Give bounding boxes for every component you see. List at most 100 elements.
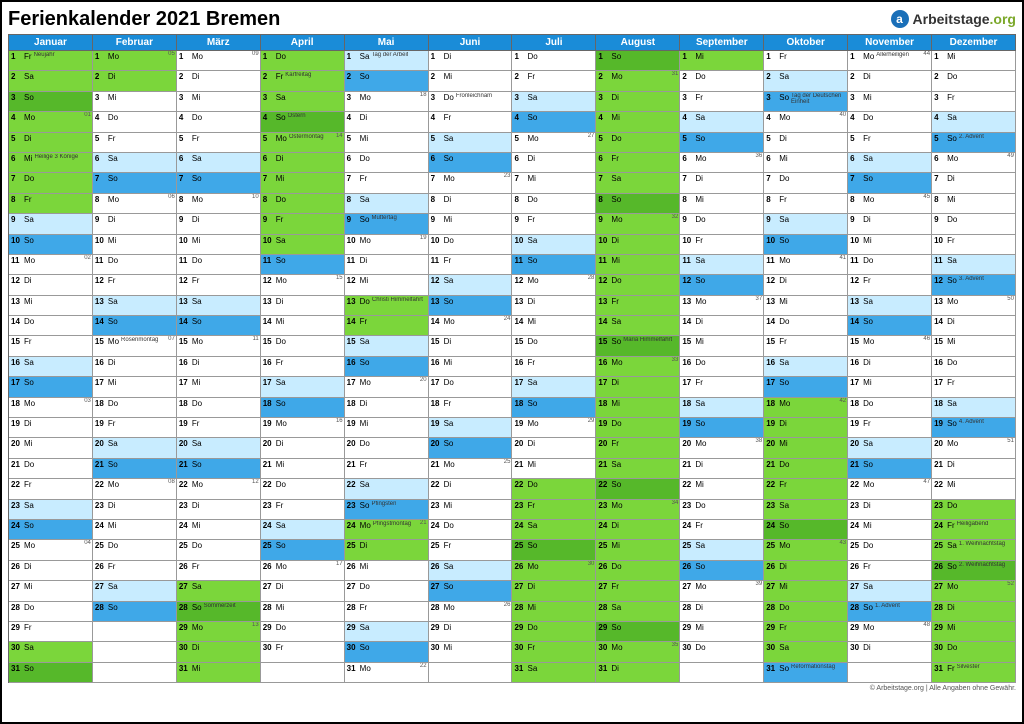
day-weekday: Fr xyxy=(527,215,535,224)
day-cell: 2Do xyxy=(680,71,764,91)
day-cell: 14So xyxy=(93,316,177,336)
day-number: 25 xyxy=(347,541,359,550)
week-number: 15 xyxy=(336,275,343,281)
day-weekday: Mo xyxy=(360,236,371,245)
day-cell: 9Do xyxy=(932,214,1016,234)
day-weekday: Sa xyxy=(192,154,202,163)
day-cell xyxy=(680,663,764,683)
day-note: Sommerzeit xyxy=(204,603,236,609)
day-weekday: Do xyxy=(24,603,34,612)
day-number: 23 xyxy=(95,501,107,510)
day-number: 18 xyxy=(682,399,694,408)
day-weekday: Mo xyxy=(360,93,371,102)
day-cell: 18Do xyxy=(93,398,177,418)
day-number: 25 xyxy=(431,541,443,550)
day-weekday: Mo xyxy=(527,276,538,285)
day-cell: 15Do xyxy=(512,336,596,356)
day-cell: 8Di xyxy=(429,194,513,214)
day-weekday: Mo xyxy=(24,541,35,550)
day-cell: 4Sa xyxy=(680,112,764,132)
day-number: 21 xyxy=(514,460,526,469)
day-weekday: Di xyxy=(695,174,703,183)
day-number: 27 xyxy=(95,582,107,591)
week-number: 09 xyxy=(252,51,259,57)
day-number: 9 xyxy=(95,215,107,224)
day-number: 27 xyxy=(766,582,778,591)
day-cell: 8Mi xyxy=(680,194,764,214)
day-number: 13 xyxy=(850,297,862,306)
day-cell: 28Mi xyxy=(512,602,596,622)
day-weekday: So xyxy=(527,541,537,550)
day-cell: 23Mi xyxy=(429,500,513,520)
day-number: 2 xyxy=(598,72,610,81)
day-weekday: Sa xyxy=(444,419,454,428)
day-weekday: So xyxy=(444,582,454,591)
day-cell: 15SoMariä Himmelfahrt xyxy=(596,336,680,356)
week-number: 37 xyxy=(756,296,763,302)
day-number: 2 xyxy=(179,72,191,81)
day-number: 11 xyxy=(347,256,359,265)
week-number: 16 xyxy=(336,418,343,424)
day-cell: 5So xyxy=(680,133,764,153)
day-number: 14 xyxy=(682,317,694,326)
day-number: 6 xyxy=(598,154,610,163)
day-number: 3 xyxy=(934,93,946,102)
day-weekday: Di xyxy=(276,154,284,163)
day-cell: 10Sa xyxy=(261,235,345,255)
day-cell: 12Sa xyxy=(429,275,513,295)
day-cell: 13Sa xyxy=(848,296,932,316)
day-weekday: Mi xyxy=(779,439,787,448)
week-number: 21 xyxy=(420,520,427,526)
day-cell: 5Fr xyxy=(93,133,177,153)
day-cell: 29Mi xyxy=(680,622,764,642)
day-number: 17 xyxy=(179,378,191,387)
day-number: 31 xyxy=(347,664,359,673)
day-cell: 20Mo51 xyxy=(932,438,1016,458)
day-number: 15 xyxy=(347,337,359,346)
day-number: 17 xyxy=(347,378,359,387)
day-weekday: So xyxy=(108,460,118,469)
day-cell: 1Do xyxy=(261,51,345,71)
day-number: 30 xyxy=(682,643,694,652)
day-number: 7 xyxy=(598,174,610,183)
day-cell: 8So xyxy=(596,194,680,214)
day-number: 20 xyxy=(766,439,778,448)
day-number: 6 xyxy=(347,154,359,163)
day-cell: 18Mo03 xyxy=(9,398,93,418)
day-number: 14 xyxy=(347,317,359,326)
day-weekday: Mi xyxy=(695,195,703,204)
day-cell: 20Fr xyxy=(596,438,680,458)
day-cell: 24So xyxy=(9,520,93,540)
day-number: 8 xyxy=(95,195,107,204)
month-header: September xyxy=(680,35,764,51)
day-cell: 8Mo45 xyxy=(848,194,932,214)
day-number: 17 xyxy=(95,378,107,387)
day-cell: 12Mi xyxy=(345,275,429,295)
day-weekday: Di xyxy=(108,501,116,510)
day-number: 3 xyxy=(514,93,526,102)
day-weekday: Sa xyxy=(863,154,873,163)
day-cell: 3Mi xyxy=(848,92,932,112)
day-cell: 9Di xyxy=(93,214,177,234)
day-cell: 11Mo02 xyxy=(9,255,93,275)
day-cell: 29Fr xyxy=(9,622,93,642)
day-cell: 10So xyxy=(764,235,848,255)
day-cell: 26Mi xyxy=(345,561,429,581)
day-weekday: Do xyxy=(24,174,34,183)
day-number: 25 xyxy=(95,541,107,550)
day-cell: 9Sa xyxy=(9,214,93,234)
day-number: 3 xyxy=(95,93,107,102)
day-weekday: Mo xyxy=(192,480,203,489)
day-number: 10 xyxy=(263,236,275,245)
day-weekday: Sa xyxy=(779,501,789,510)
day-weekday: Mi xyxy=(947,195,955,204)
day-cell: 1SaTag der Arbeit xyxy=(345,51,429,71)
day-number: 2 xyxy=(682,72,694,81)
day-weekday: Sa xyxy=(611,603,621,612)
day-weekday: Mi xyxy=(779,154,787,163)
day-number: 31 xyxy=(179,664,191,673)
day-weekday: Mo xyxy=(611,215,622,224)
day-number: 12 xyxy=(514,276,526,285)
day-note: Pfingstmontag xyxy=(373,521,411,527)
day-number: 16 xyxy=(598,358,610,367)
